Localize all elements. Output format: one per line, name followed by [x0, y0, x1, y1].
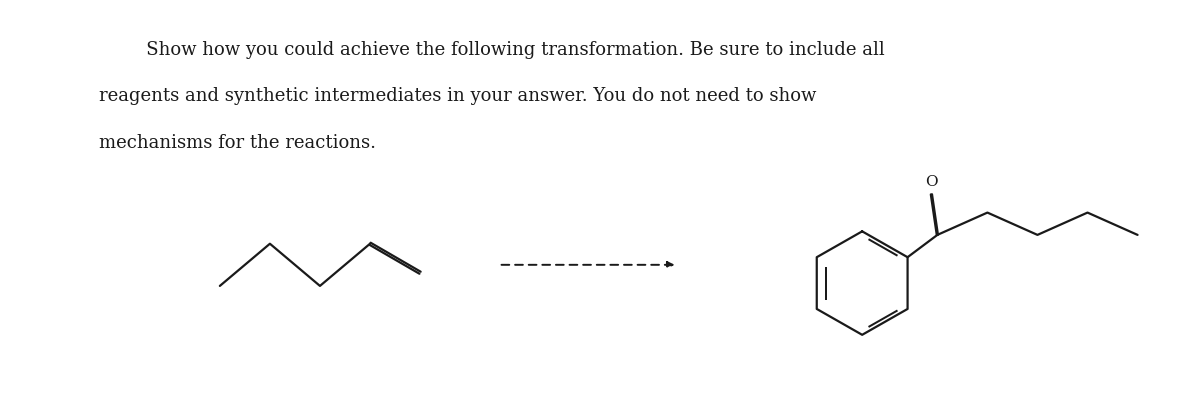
Text: O: O: [925, 175, 937, 189]
Text: Show how you could achieve the following transformation. Be sure to include all: Show how you could achieve the following…: [130, 40, 886, 59]
Text: mechanisms for the reactions.: mechanisms for the reactions.: [100, 134, 377, 152]
Text: reagents and synthetic intermediates in your answer. You do not need to show: reagents and synthetic intermediates in …: [100, 87, 817, 105]
